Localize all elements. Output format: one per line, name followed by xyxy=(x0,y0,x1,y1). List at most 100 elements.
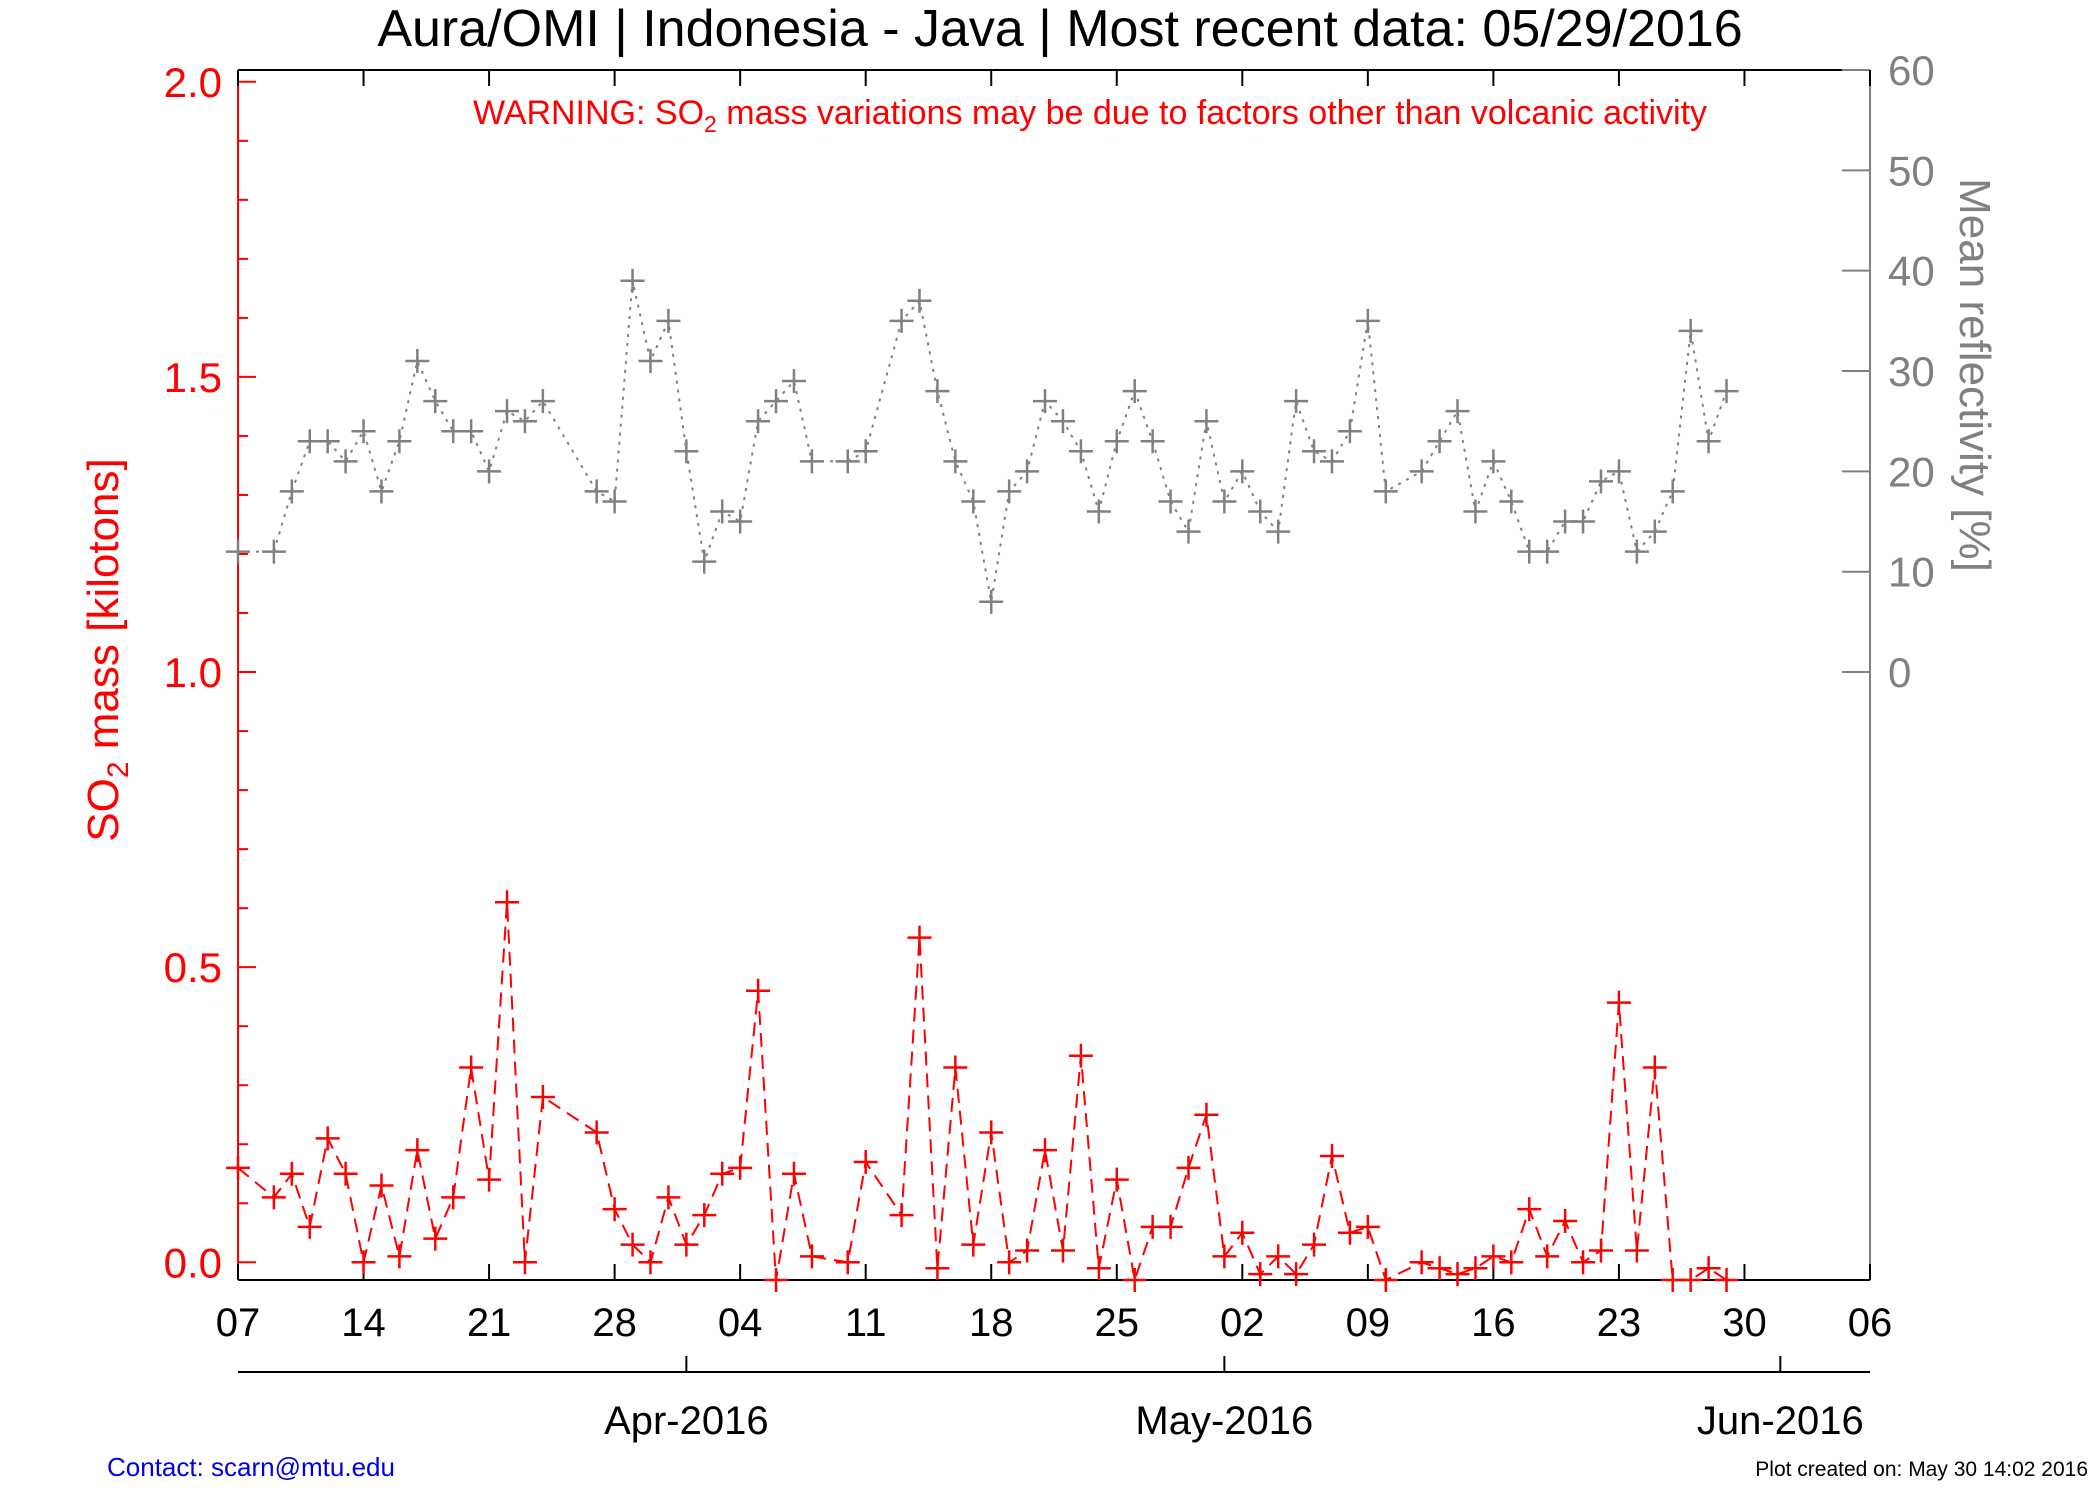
so2-data-point xyxy=(746,978,771,1003)
reflectivity-data-point xyxy=(1355,308,1380,333)
reflectivity-data-point xyxy=(405,348,430,373)
right-tick-label: 50 xyxy=(1888,147,1935,194)
reflectivity-data-point xyxy=(620,268,645,293)
x-day-tick-label: 14 xyxy=(341,1301,386,1345)
y-left-label-end: mass [kilotons] xyxy=(79,458,128,761)
x-day-tick-label: 25 xyxy=(1095,1301,1140,1345)
so2-data-point xyxy=(1624,1238,1649,1263)
reflectivity-data-point xyxy=(1158,489,1183,514)
right-tick-label: 20 xyxy=(1888,448,1935,495)
so2-data-point xyxy=(925,1256,950,1281)
reflectivity-data-point xyxy=(279,479,304,504)
x-day-tick-label: 18 xyxy=(969,1301,1014,1345)
so2-data-point xyxy=(1678,1268,1703,1292)
x-day-tick-label: 23 xyxy=(1597,1301,1642,1345)
reflectivity-data-point xyxy=(692,549,717,574)
reflectivity-data-point xyxy=(925,379,950,404)
so2-data-point xyxy=(1445,1262,1470,1287)
so2-data-point xyxy=(1319,1144,1344,1169)
reflectivity-series-line xyxy=(238,280,1728,602)
reflectivity-data-point xyxy=(1230,459,1255,484)
so2-data-point xyxy=(656,1185,681,1210)
so2-data-point xyxy=(1033,1138,1058,1163)
reflectivity-data-point xyxy=(1696,429,1721,454)
reflectivity-data-point xyxy=(1499,489,1524,514)
so2-data-point xyxy=(1015,1238,1040,1263)
left-tick-label: 1.5 xyxy=(164,354,222,401)
reflectivity-data-point xyxy=(387,429,412,454)
reflectivity-data-point xyxy=(1660,479,1685,504)
so2-data-point xyxy=(1696,1256,1721,1281)
y-left-label-start: SO xyxy=(79,778,128,842)
reflectivity-data-point xyxy=(512,409,537,434)
reflectivity-data-point xyxy=(459,419,484,444)
reflectivity-data-point xyxy=(853,439,878,464)
so2-data-point xyxy=(1158,1214,1183,1239)
reflectivity-data-point xyxy=(1427,429,1452,454)
so2-data-point xyxy=(1409,1250,1434,1275)
y-left-label-subscript: 2 xyxy=(102,761,135,778)
reflectivity-data-point xyxy=(1248,499,1273,524)
so2-data-point xyxy=(1427,1256,1452,1281)
reflectivity-data-point xyxy=(226,539,250,564)
warning-text-end: mass variations may be due to factors ot… xyxy=(717,94,1707,132)
left-tick-label: 2.0 xyxy=(164,59,222,106)
y-axis-right-label: Mean reflectivity [%] xyxy=(1950,178,1999,572)
reflectivity-data-point xyxy=(889,308,914,333)
so2-data-point xyxy=(674,1232,699,1257)
y-axis-left-label: SO2 mass [kilotons] xyxy=(79,458,135,841)
reflectivity-data-point xyxy=(351,419,376,444)
left-tick-label: 1.0 xyxy=(164,649,222,696)
so2-data-point xyxy=(1104,1167,1129,1192)
so2-data-point xyxy=(853,1149,878,1174)
right-tick-label: 30 xyxy=(1888,348,1935,395)
so2-data-point xyxy=(477,1167,502,1192)
reflectivity-data-point xyxy=(1104,429,1129,454)
so2-data-point xyxy=(1642,1055,1667,1080)
reflectivity-data-point xyxy=(1284,389,1309,414)
x-day-tick-label: 21 xyxy=(467,1301,512,1345)
x-day-tick-label: 16 xyxy=(1471,1301,1516,1345)
reflectivity-data-point xyxy=(1606,459,1631,484)
so2-data-point xyxy=(297,1214,322,1239)
x-day-tick-label: 07 xyxy=(216,1301,261,1345)
so2-data-point xyxy=(333,1161,358,1186)
reflectivity-data-point xyxy=(943,449,968,474)
so2-data-point xyxy=(1463,1256,1488,1281)
so2-data-point xyxy=(1086,1256,1111,1281)
reflectivity-data-point xyxy=(997,479,1022,504)
reflectivity-data-point xyxy=(1409,459,1434,484)
so2-data-point xyxy=(1284,1262,1309,1287)
so2-data-point xyxy=(315,1126,340,1151)
x-day-tick-label: 09 xyxy=(1346,1301,1391,1345)
so2-data-point xyxy=(405,1138,430,1163)
reflectivity-data-point xyxy=(710,499,735,524)
so2-data-point xyxy=(728,1155,753,1180)
reflectivity-data-point xyxy=(1194,409,1219,434)
so2-data-point xyxy=(351,1250,376,1275)
reflectivity-data-point xyxy=(781,369,806,394)
reflectivity-data-point xyxy=(333,449,358,474)
so2-data-point xyxy=(1535,1244,1560,1269)
x-day-tick-label: 02 xyxy=(1220,1301,1265,1345)
so2-data-point xyxy=(261,1185,286,1210)
x-day-tick-label: 30 xyxy=(1722,1301,1767,1345)
warning-subscript: 2 xyxy=(704,111,717,137)
so2-data-point xyxy=(692,1203,717,1228)
so2-data-point xyxy=(584,1120,609,1145)
month-label: May-2016 xyxy=(1135,1399,1313,1443)
so2-data-point xyxy=(835,1250,860,1275)
reflectivity-data-point xyxy=(369,479,394,504)
so2-data-point xyxy=(279,1161,304,1186)
reflectivity-data-point xyxy=(835,449,860,474)
reflectivity-data-point xyxy=(907,288,932,313)
reflectivity-data-point xyxy=(584,479,609,504)
reflectivity-data-point xyxy=(979,589,1004,614)
plot-created-note: Plot created on: May 30 14:02 2016 xyxy=(1755,1458,2088,1481)
contact-link[interactable]: Contact: scarn@mtu.edu xyxy=(107,1452,395,1482)
so2-data-point xyxy=(1176,1155,1201,1180)
so2-data-point xyxy=(512,1250,537,1275)
reflectivity-data-point xyxy=(1463,499,1488,524)
reflectivity-data-point xyxy=(1373,479,1398,504)
